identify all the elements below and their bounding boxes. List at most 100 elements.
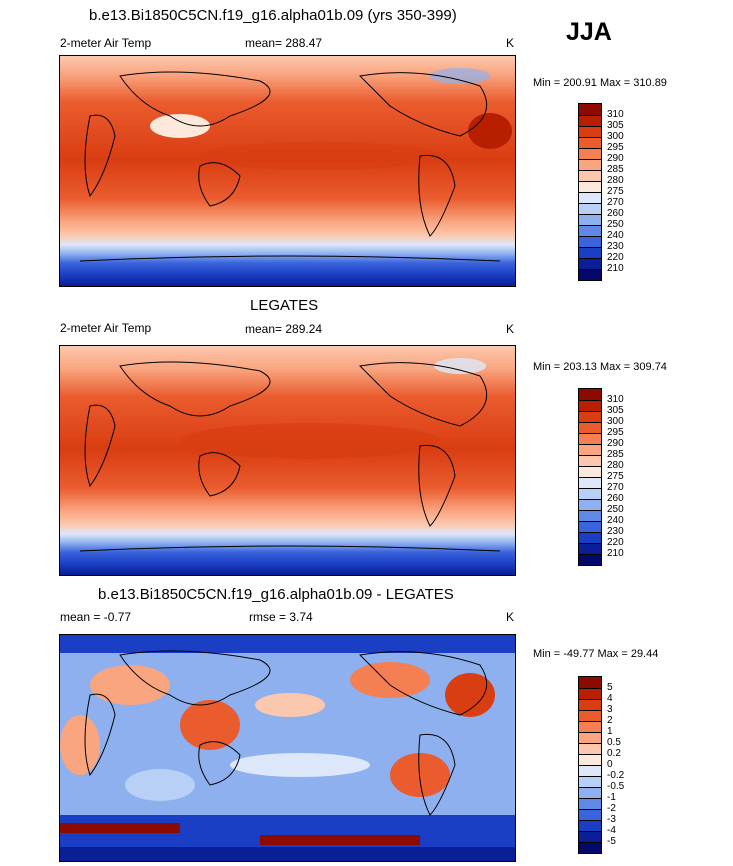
colorbar-swatch xyxy=(579,754,601,765)
colorbar-label: 285 xyxy=(607,164,624,175)
land-hotspot xyxy=(468,113,512,149)
colorbar-swatch xyxy=(579,787,601,798)
colorbar-label: 280 xyxy=(607,460,624,471)
colorbar-label: 305 xyxy=(607,405,624,416)
colorbar-label: 210 xyxy=(607,263,624,274)
colorbar-swatch xyxy=(579,776,601,787)
panel-2-temperature-field xyxy=(60,346,515,575)
panel-2-colorbar: 310 305 300 295 290 285 280 275 270 260 … xyxy=(578,388,624,566)
colorbar-label: 0.2 xyxy=(607,748,621,759)
colorbar-swatch xyxy=(579,258,601,269)
colorbar-swatch xyxy=(579,170,601,181)
colorbar-label: 260 xyxy=(607,493,624,504)
panel-2-units: K xyxy=(506,322,515,336)
colorbar-swatch xyxy=(579,137,601,148)
colorbar-swatch xyxy=(579,809,601,820)
panel-3-map xyxy=(59,634,516,862)
panel-1-units: K xyxy=(506,36,515,50)
colorbar-swatch xyxy=(579,765,601,776)
colorbar-label: -0.2 xyxy=(607,770,625,781)
colorbar-label: 275 xyxy=(607,186,624,197)
colorbar-swatch xyxy=(579,411,601,422)
colorbar-swatch xyxy=(579,203,601,214)
colorbar-swatch xyxy=(579,181,601,192)
panel-2-title: LEGATES xyxy=(250,297,319,314)
colorbar-label: 305 xyxy=(607,120,624,131)
colorbar-swatch xyxy=(579,422,601,433)
panel-3-difference-field xyxy=(60,635,515,861)
panel-1-title: b.e13.Bi1850C5CN.f19_g16.alpha01b.09 (yr… xyxy=(89,7,457,24)
panel-1-map xyxy=(59,55,516,287)
colorbar-label: 240 xyxy=(607,515,624,526)
colorbar-swatch xyxy=(579,688,601,699)
colorbar-label: 250 xyxy=(607,219,624,230)
colorbar-label: 240 xyxy=(607,230,624,241)
colorbar-swatch xyxy=(579,389,601,400)
colorbar-swatch xyxy=(579,126,601,137)
panel-3-mean-label: mean = -0.77 xyxy=(60,610,132,624)
colorbar-swatch xyxy=(579,214,601,225)
colorbar-label: -1 xyxy=(607,792,616,803)
colorbar-label: 270 xyxy=(607,482,624,493)
colorbar-swatch xyxy=(579,236,601,247)
colorbar-swatch xyxy=(579,732,601,743)
colorbar-label: 275 xyxy=(607,471,624,482)
colorbar-swatch xyxy=(579,532,601,543)
colorbar-label: -5 xyxy=(607,836,616,847)
colorbar-label: 260 xyxy=(607,208,624,219)
colorbar-label: 300 xyxy=(607,416,624,427)
colorbar-swatch xyxy=(579,466,601,477)
colorbar-swatch xyxy=(579,743,601,754)
colorbar-swatch xyxy=(579,488,601,499)
colorbar-swatch xyxy=(579,115,601,126)
colorbar-label: 3 xyxy=(607,704,613,715)
colorbar-label: -3 xyxy=(607,814,616,825)
colorbar-swatch xyxy=(579,192,601,203)
colorbar-swatch xyxy=(579,104,601,115)
panel-2-mean-label: mean= 289.24 xyxy=(245,322,323,336)
colorbar-swatch xyxy=(579,699,601,710)
panel-2-minmax: Min = 203.13 Max = 309.74 xyxy=(533,361,667,373)
panel-3-rmse-label: rmse = 3.74 xyxy=(249,610,313,624)
colorbar-swatch xyxy=(579,677,601,688)
colorbar-swatch xyxy=(579,521,601,532)
colorbar-label: 220 xyxy=(607,537,624,548)
colorbar-label: 310 xyxy=(607,394,624,405)
panel-3-title: b.e13.Bi1850C5CN.f19_g16.alpha01b.09 - L… xyxy=(98,586,454,603)
colorbar-label: 280 xyxy=(607,175,624,186)
colorbar-label: 210 xyxy=(607,548,624,559)
colorbar-label: 230 xyxy=(607,241,624,252)
colorbar-label: 270 xyxy=(607,197,624,208)
colorbar-label: 285 xyxy=(607,449,624,460)
colorbar-label: 5 xyxy=(607,682,613,693)
colorbar-swatch xyxy=(579,225,601,236)
season-label: JJA xyxy=(566,18,612,46)
panel-3-minmax: Min = -49.77 Max = 29.44 xyxy=(533,648,659,660)
colorbar-label: 0 xyxy=(607,759,613,770)
colorbar-swatch xyxy=(579,148,601,159)
colorbar-label: 2 xyxy=(607,715,613,726)
colorbar-swatch xyxy=(579,269,601,280)
panel-2-map xyxy=(59,345,516,576)
colorbar-swatch xyxy=(579,798,601,809)
colorbar-swatch xyxy=(579,499,601,510)
colorbar-label: 295 xyxy=(607,427,624,438)
desert-hotspot xyxy=(150,114,210,138)
colorbar-swatch xyxy=(579,554,601,565)
colorbar-swatch xyxy=(579,842,601,853)
colorbar-swatch xyxy=(579,433,601,444)
panel-1-colorbar: 310 305 300 295 290 285 280 275 270 260 … xyxy=(578,103,624,281)
colorbar-label: 290 xyxy=(607,438,624,449)
colorbar-label: 310 xyxy=(607,109,624,120)
colorbar-label: 0.5 xyxy=(607,737,621,748)
panel-1-minmax: Min = 200.91 Max = 310.89 xyxy=(533,77,667,89)
colorbar-label: 4 xyxy=(607,693,613,704)
colorbar-swatch xyxy=(579,510,601,521)
colorbar-label: -4 xyxy=(607,825,616,836)
panel-3-colorbar: 5 4 3 2 1 0.5 0.2 0 -0.2 -0.5 -1 -2 -3 -… xyxy=(578,676,624,854)
colorbar-swatch xyxy=(579,820,601,831)
colorbar-swatch xyxy=(579,400,601,411)
colorbar-label: 230 xyxy=(607,526,624,537)
panel-3-units: K xyxy=(506,610,515,624)
colorbar-label: 295 xyxy=(607,142,624,153)
